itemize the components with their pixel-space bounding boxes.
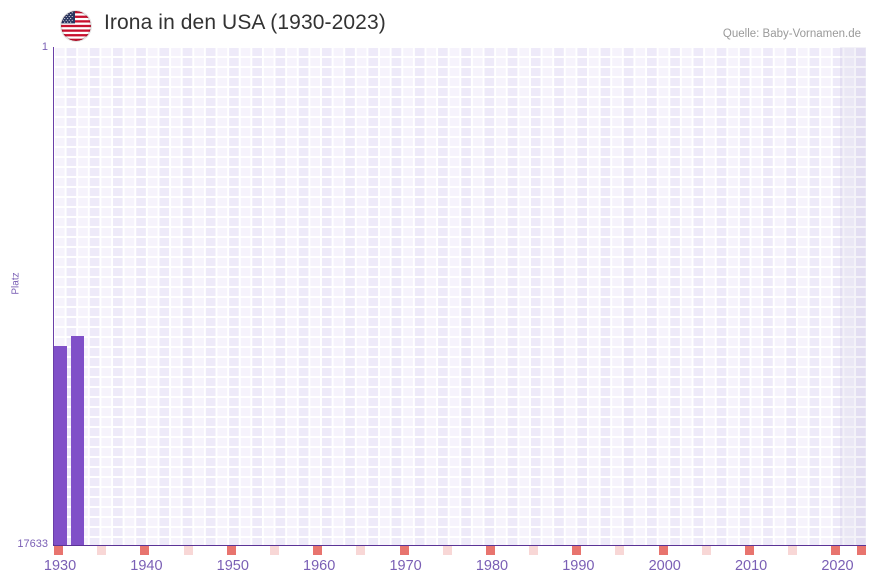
chart-header: Irona in den USA (1930-2023) Quelle: Bab… [0,0,873,46]
x-tick-mark-1945 [183,546,193,555]
x-axis-label-1990: 1990 [562,558,595,574]
x-tick-mark-1990 [572,546,582,555]
bar-series [54,47,866,545]
grid-lines [54,47,866,545]
x-axis-label-1940: 1940 [130,558,163,574]
x-tick-mark-1985 [529,546,539,555]
x-axis-label-2020: 2020 [821,558,854,574]
x-axis-label-1950: 1950 [216,558,249,574]
x-tick-mark-1965 [356,546,366,555]
x-tick-mark-1930 [54,546,63,555]
x-axis-label-1960: 1960 [303,558,336,574]
x-tick-mark-1995 [615,546,625,555]
x-tick-mark-1970 [399,546,409,555]
bar-1932[interactable] [71,336,84,545]
page-title: Irona in den USA (1930-2023) [104,11,386,34]
y-axis-tick-bottom: 17633 [17,538,48,550]
x-axis-label-1970: 1970 [389,558,422,574]
x-tick-mark-1960 [313,546,323,555]
x-tick-mark-1955 [269,546,279,555]
x-axis-line [53,544,866,546]
x-axis-label-1930: 1930 [43,558,77,574]
x-tick-mark-1940 [140,546,150,555]
x-tick-mark-1975 [442,546,452,555]
x-tick-mark-1950 [226,546,236,555]
x-tick-mark-2015 [788,546,798,555]
x-tick-mark-2000 [658,546,668,555]
us-flag-icon [61,11,91,41]
x-axis-label-2010: 2010 [734,558,768,574]
x-tick-mark-2010 [745,546,755,555]
x-axis-label-1980: 1980 [475,558,509,574]
bar-1930[interactable] [54,346,67,545]
x-tick-mark-2020 [831,546,841,555]
x-tick-mark-2005 [701,546,711,555]
x-tick-mark-1980 [485,546,495,555]
x-tick-mark-1935 [97,546,107,555]
plot-area [54,47,866,545]
x-axis-label-2000: 2000 [648,558,681,574]
x-axis-tick-labels: 1930 1940 1950 1960 1970 1980 1990 2000 2010 2020 [0,558,873,583]
y-axis-tick-top: 1 [41,41,48,53]
x-tick-mark-2023 [857,546,866,555]
x-axis-tick-marks [54,546,866,556]
source-attribution: Quelle: Baby-Vornamen.de [722,28,861,40]
y-axis-title: Platz [10,272,22,295]
